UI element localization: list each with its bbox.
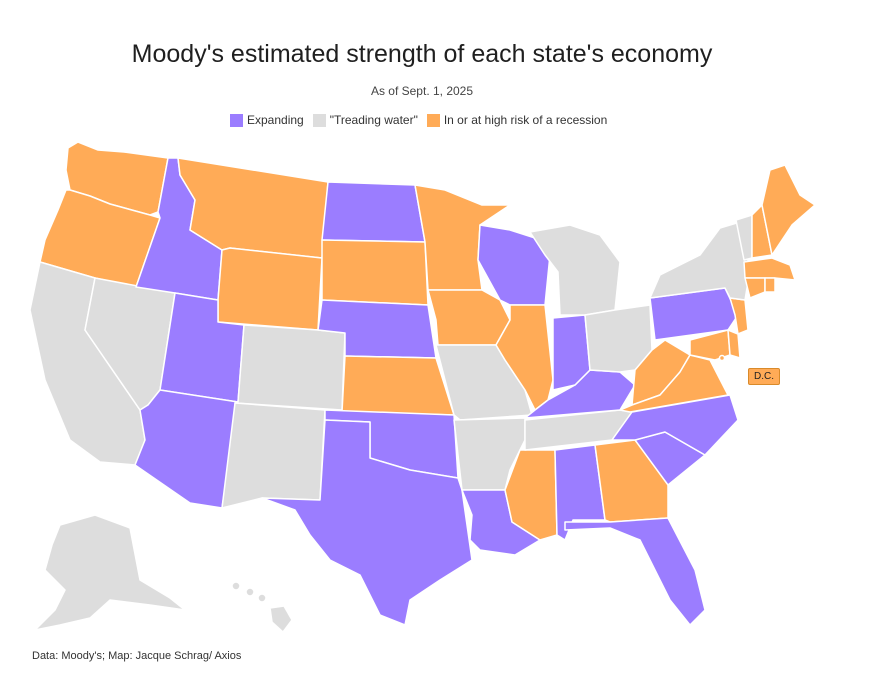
state-NM[interactable] bbox=[221, 402, 326, 509]
state-FL[interactable] bbox=[564, 517, 706, 626]
state-AK[interactable] bbox=[34, 514, 186, 631]
state-DC[interactable] bbox=[718, 354, 726, 362]
legend-item-recession: In or at high risk of a recession bbox=[426, 113, 608, 127]
legend-swatch-expanding bbox=[230, 113, 243, 127]
state-HI-islet-2 bbox=[245, 587, 255, 597]
legend-item-expanding: Expanding bbox=[230, 113, 304, 127]
state-IA[interactable] bbox=[427, 289, 511, 346]
state-RI[interactable] bbox=[764, 277, 776, 293]
dc-label: D.C. bbox=[748, 368, 780, 385]
map-subtitle: As of Sept. 1, 2025 bbox=[370, 84, 474, 98]
state-DE[interactable] bbox=[727, 329, 741, 359]
state-SD[interactable] bbox=[321, 239, 429, 306]
state-NY[interactable] bbox=[649, 221, 751, 301]
state-HI-islet-1 bbox=[231, 581, 241, 591]
legend-swatch-recession bbox=[426, 113, 440, 127]
legend-label-recession: In or at high risk of a recession bbox=[443, 113, 608, 127]
state-HI-islet-3 bbox=[257, 593, 267, 603]
state-HI[interactable] bbox=[269, 605, 293, 633]
legend: Expanding "Treading water" In or at high… bbox=[230, 113, 616, 127]
state-ND[interactable] bbox=[321, 181, 426, 243]
map-title: Moody's estimated strength of each state… bbox=[131, 40, 713, 68]
state-WY[interactable] bbox=[217, 247, 323, 331]
state-ME[interactable] bbox=[761, 164, 816, 256]
state-CT[interactable] bbox=[744, 277, 766, 299]
legend-item-treading: "Treading water" bbox=[312, 113, 418, 127]
legend-swatch-treading bbox=[312, 113, 326, 127]
state-TX[interactable] bbox=[261, 419, 473, 626]
state-WA[interactable] bbox=[65, 141, 169, 216]
state-KS[interactable] bbox=[341, 355, 455, 416]
state-AZ[interactable] bbox=[134, 389, 239, 509]
legend-label-expanding: Expanding bbox=[247, 113, 304, 127]
state-MA[interactable] bbox=[743, 257, 796, 281]
state-IL[interactable] bbox=[495, 304, 554, 411]
state-CO[interactable] bbox=[234, 324, 346, 411]
source-credit: Data: Moody's; Map: Jacque Schrag/ Axios bbox=[32, 650, 242, 662]
legend-label-treading: "Treading water" bbox=[329, 113, 418, 127]
